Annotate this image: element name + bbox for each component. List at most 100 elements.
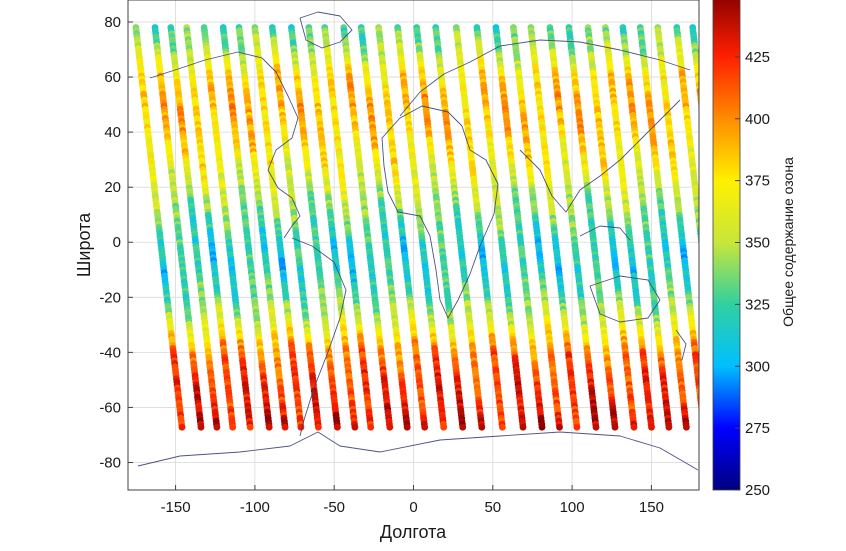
swath-point (421, 423, 429, 431)
colorbar-tick-label: 450 (745, 0, 770, 4)
swath-point (706, 166, 713, 173)
swath-point (556, 423, 563, 431)
colorbar-tick-label: 350 (745, 235, 770, 252)
swath-point (315, 423, 322, 431)
swath-point (297, 423, 305, 431)
swath-track (510, 24, 563, 431)
swath-track (305, 24, 359, 431)
swath-point (698, 107, 699, 111)
swath-point (648, 423, 655, 431)
swath-track (602, 24, 655, 431)
swath-point (706, 173, 713, 180)
swath-point (701, 263, 708, 270)
swath-point (478, 423, 486, 431)
x-axis-title: Долгота (380, 522, 447, 542)
colorbar-tick-label: 250 (745, 482, 770, 499)
swath-point (440, 423, 448, 431)
y-tick-label: 40 (104, 124, 121, 141)
swath-point (706, 306, 713, 313)
swath-point (178, 423, 186, 431)
swath-point (705, 294, 712, 301)
swath-point (703, 285, 710, 292)
x-tick-label: -50 (323, 499, 345, 516)
swath-track (546, 24, 600, 431)
colorbar (712, 0, 741, 491)
swath-point (700, 257, 707, 264)
swath-point (700, 121, 707, 128)
swath-track (268, 24, 322, 431)
swath-track (251, 24, 305, 431)
swath-point (702, 276, 709, 283)
swath-track (288, 24, 341, 431)
swath-point (704, 151, 711, 158)
y-tick-label: 80 (104, 14, 121, 31)
swath-track (321, 24, 375, 431)
swath-point (701, 260, 708, 267)
swath-point (700, 421, 707, 428)
swath-point (705, 300, 712, 307)
swath-point (699, 415, 706, 422)
swath-point (197, 423, 205, 431)
x-tick-label: -150 (161, 499, 191, 516)
swath-point (573, 423, 581, 431)
colorbar-ticks: 250 275 300 325 350 375 400 425 450 (735, 0, 770, 499)
swath-track (619, 24, 673, 431)
ozone-swaths (132, 24, 714, 431)
colorbar-title: Общее содержание озона (780, 157, 796, 327)
swath-point (499, 423, 506, 431)
swath-track (492, 24, 546, 431)
swath-point (702, 133, 709, 140)
swath-track (357, 24, 411, 431)
swath-point (705, 160, 712, 167)
swath-point (699, 248, 706, 255)
swath-point (702, 269, 709, 276)
swath-point (703, 282, 710, 289)
swath-point (701, 124, 708, 131)
colorbar-tick-label: 400 (745, 111, 770, 128)
swath-point (702, 136, 709, 143)
y-axis-ticks: -80 -60 -40 -20 0 20 40 60 80 (99, 14, 133, 471)
y-tick-label: -60 (99, 399, 121, 416)
x-tick-label: 100 (560, 499, 585, 516)
swath-track (565, 24, 619, 431)
colorbar-tick-label: 375 (745, 173, 770, 190)
swath-point (707, 176, 714, 183)
swath-point (700, 115, 707, 122)
swath-point (699, 412, 706, 419)
y-tick-label: 20 (104, 179, 121, 196)
swath-track (235, 24, 289, 431)
swath-point (459, 423, 467, 431)
swath-track (340, 24, 394, 431)
swath-track (673, 24, 714, 319)
swath-point (704, 291, 711, 298)
swath-point (705, 163, 712, 170)
swath-point (703, 139, 710, 146)
swath-point (698, 410, 699, 414)
swath-track (394, 24, 448, 431)
swath-track (432, 24, 486, 431)
swath-point (630, 423, 638, 431)
swath-point (702, 272, 709, 279)
swath-track (654, 24, 707, 431)
swath-point (702, 130, 709, 137)
swath-track (473, 24, 527, 431)
coastlines (137, 11, 699, 471)
swath-point (403, 423, 411, 431)
x-axis-ticks: -150 -100 -50 0 50 100 150 (161, 485, 664, 516)
swath-point (706, 309, 713, 316)
swath-point (213, 423, 221, 431)
y-tick-label: 0 (113, 234, 121, 251)
swath-track (200, 24, 254, 431)
swath-point (700, 118, 707, 125)
swath-track (151, 24, 205, 431)
swath-point (351, 423, 359, 431)
swath-point (700, 424, 707, 431)
swath-point (707, 312, 714, 319)
swath-point (683, 423, 690, 431)
swath-track (375, 24, 429, 431)
swath-point (246, 423, 254, 431)
x-tick-label: 150 (639, 499, 664, 516)
swath-point (698, 243, 699, 248)
swath-track (636, 24, 690, 431)
swath-point (265, 423, 273, 431)
